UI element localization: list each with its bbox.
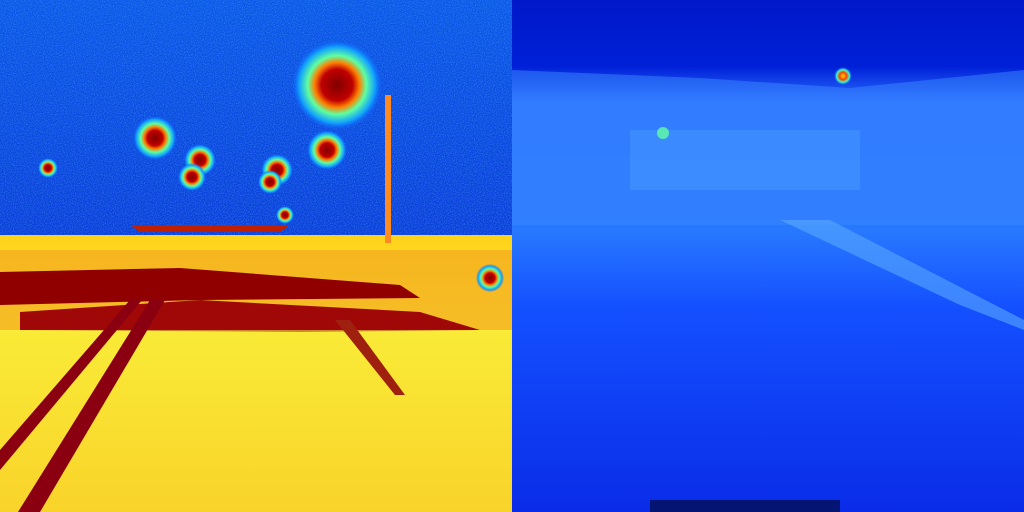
dark-band [0,268,420,305]
sky-noise [0,0,512,250]
left-image [0,0,512,512]
lamp-glow [178,163,206,191]
shadow-line [0,300,142,470]
lamp-glow [476,264,504,292]
road-edge [780,220,1024,330]
bottom-shadow [650,500,840,512]
far-band [130,225,290,232]
lamp-glow [133,116,177,160]
shadow-line [18,300,165,512]
lamp-glow [258,170,282,194]
lamp-glow [38,158,58,178]
building-front [630,130,860,190]
light [657,127,669,139]
street-lamp [834,67,852,85]
right-image [512,0,1024,512]
lamp-post [385,95,391,243]
lamp-glow [276,206,294,224]
shadow-line [335,320,405,395]
lamp-glow [307,130,347,170]
lamp-glow [292,40,382,130]
